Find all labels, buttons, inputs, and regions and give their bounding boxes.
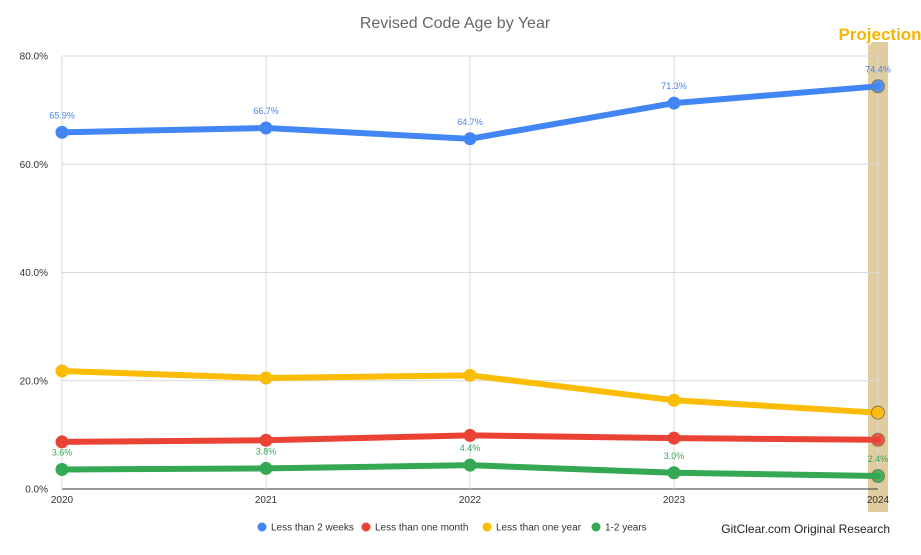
data-point [871,432,885,447]
data-point [463,368,477,382]
data-label: 64.7% [457,117,483,127]
legend-marker [591,522,601,532]
legend-label: 1-2 years [605,523,647,534]
chart-title: Revised Code Age by Year [360,15,551,32]
annotations: Projection [837,24,921,46]
data-point [259,461,273,475]
data-point [55,364,69,378]
data-point [259,121,273,135]
data-point [259,371,273,385]
x-tick-label: 2024 [867,495,890,506]
data-point [667,96,681,110]
data-label: 74.4% [865,64,891,74]
legend-marker [361,522,371,532]
data-point [463,458,477,472]
x-tick-label: 2023 [663,495,686,506]
projection-label: Projection [838,25,921,44]
data-point [871,79,885,94]
y-tick-label: 0.0% [25,485,48,496]
data-point [667,431,681,445]
x-tick-label: 2022 [459,495,482,506]
data-label: 3.6% [52,448,73,458]
data-point [871,469,885,484]
legend: Less than 2 weeks Less than one month Less… [257,522,647,534]
data-label: 3.0% [664,451,685,461]
data-point [667,393,681,407]
y-tick-label: 40.0% [20,268,48,279]
data-point [259,433,273,447]
x-tick-label: 2021 [255,495,278,506]
data-label: 66.7% [253,106,279,116]
data-point [55,125,69,139]
source-credit: GitClear.com Original Research [721,522,890,536]
data-point [55,463,69,477]
legend-label: Less than 2 weeks [271,523,354,534]
data-label: 65.9% [49,110,75,120]
data-label: 3.8% [256,446,277,456]
legend-label: Less than one year [496,523,582,534]
axes: 0.0% 20.0% 40.0% 60.0% 80.0% 2020 2021 2022 2023… [20,52,890,507]
y-tick-label: 20.0% [20,376,48,387]
data-label: 4.4% [460,443,481,453]
data-point [463,428,477,442]
data-labels: 65.9% 66.7% 64.7% 71.3% 74.4% 3.6% 3.8% 4.4% 3.0… [49,64,891,464]
series [55,79,885,484]
legend-label: Less than one month [375,523,468,534]
data-label: 2.4% [868,454,889,464]
y-tick-label: 60.0% [20,160,48,171]
data-point [871,405,885,420]
data-point [667,466,681,480]
y-tick-label: 80.0% [20,52,48,63]
data-point [55,435,69,449]
x-tick-label: 2020 [51,495,74,506]
legend-marker [257,522,267,532]
legend-marker [482,522,492,532]
data-point [463,132,477,146]
data-label: 71.3% [661,81,687,91]
